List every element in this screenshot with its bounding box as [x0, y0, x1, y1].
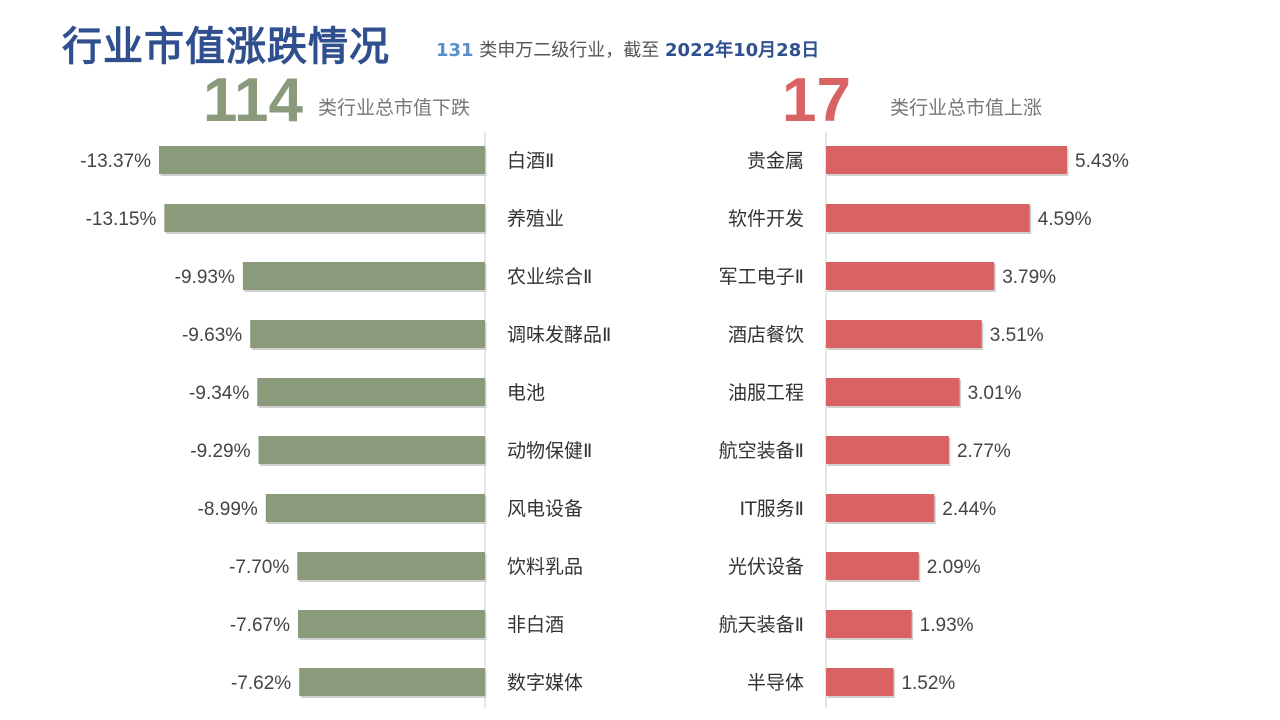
- data-label: -13.15%: [86, 209, 157, 230]
- data-label: -9.93%: [175, 267, 235, 288]
- category-label: 农业综合Ⅱ: [507, 266, 592, 288]
- bar-up: [826, 552, 919, 580]
- category-label: 风电设备: [507, 498, 583, 520]
- bar-up: [826, 146, 1067, 174]
- subtitle: 131 类申万二级行业，截至 2022年10月28日: [436, 36, 819, 62]
- data-label: 1.52%: [901, 673, 955, 694]
- up-label: 类行业总市值上涨: [890, 97, 1043, 119]
- data-label: 4.59%: [1038, 209, 1092, 230]
- up-count: 17: [782, 66, 851, 135]
- down-label: 类行业总市值下跌: [318, 97, 471, 119]
- category-label: 电池: [507, 382, 545, 404]
- bar-up: [826, 494, 935, 522]
- category-label: 数字媒体: [507, 672, 583, 694]
- bar-down: [257, 378, 485, 406]
- bar-down: [297, 610, 485, 638]
- category-label: 航空装备Ⅱ: [719, 440, 804, 462]
- bar-up: [826, 378, 960, 406]
- data-label: 2.09%: [927, 557, 981, 578]
- category-label: 养殖业: [507, 208, 564, 230]
- data-label: -7.70%: [229, 557, 289, 578]
- data-label: 2.77%: [957, 441, 1011, 462]
- category-label: 软件开发: [728, 208, 804, 230]
- category-label: 非白酒: [507, 614, 564, 636]
- subtitle-count: 131: [436, 40, 474, 61]
- category-label: 航天装备Ⅱ: [719, 614, 804, 636]
- category-label: IT服务Ⅱ: [739, 498, 804, 520]
- bar-down: [250, 320, 485, 348]
- bar-up: [826, 262, 995, 290]
- bar-up: [826, 204, 1030, 232]
- page-title: 行业市值涨跌情况: [62, 24, 390, 70]
- bar-down: [159, 146, 485, 174]
- data-label: -13.37%: [80, 151, 151, 172]
- data-label: -8.99%: [198, 499, 258, 520]
- bar-up: [826, 436, 949, 464]
- subtitle-date: 2022年10月28日: [665, 40, 820, 61]
- bar-down: [299, 668, 485, 696]
- category-label: 光伏设备: [728, 556, 804, 578]
- data-label: 3.79%: [1002, 267, 1056, 288]
- data-label: 3.01%: [968, 383, 1022, 404]
- data-label: -9.34%: [189, 383, 249, 404]
- data-label: 1.93%: [920, 615, 974, 636]
- data-label: 3.51%: [990, 325, 1044, 346]
- bar-up: [826, 610, 912, 638]
- category-label: 动物保健Ⅱ: [507, 440, 592, 462]
- down-count: 114: [203, 66, 304, 135]
- category-label: 白酒Ⅱ: [507, 150, 554, 172]
- data-label: 2.44%: [942, 499, 996, 520]
- data-label: -9.29%: [190, 441, 250, 462]
- bar-down: [265, 494, 485, 522]
- category-label: 半导体: [747, 672, 804, 694]
- data-label: -7.67%: [230, 615, 290, 636]
- bar-down: [164, 204, 485, 232]
- bar-up: [826, 668, 894, 696]
- bar-up: [826, 320, 982, 348]
- bar-down: [258, 436, 485, 464]
- data-label: -7.62%: [231, 673, 291, 694]
- bar-down: [242, 262, 485, 290]
- category-label: 饮料乳品: [507, 556, 583, 578]
- category-label: 调味发酵品Ⅱ: [507, 324, 611, 346]
- category-label: 军工电子Ⅱ: [719, 266, 804, 288]
- category-label: 贵金属: [747, 150, 804, 172]
- data-label: 5.43%: [1075, 151, 1129, 172]
- category-label: 酒店餐饮: [728, 324, 804, 346]
- bar-down: [297, 552, 485, 580]
- subtitle-text: 类申万二级行业，截至: [473, 40, 666, 61]
- category-label: 油服工程: [728, 382, 804, 404]
- data-label: -9.63%: [182, 325, 242, 346]
